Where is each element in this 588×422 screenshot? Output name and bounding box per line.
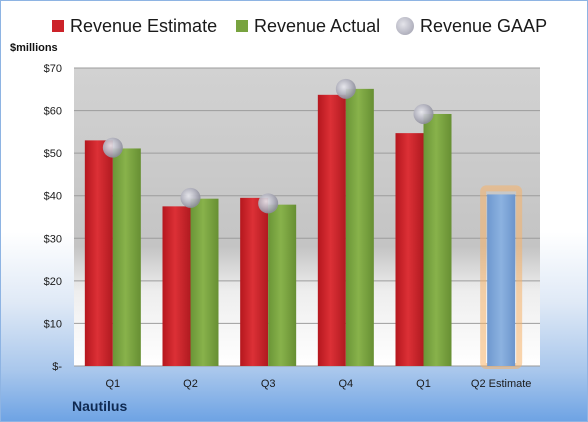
x-tick-label: Q1 xyxy=(105,378,120,390)
y-tick-label: $20 xyxy=(44,276,62,288)
x-tick-label: Q2 Estimate xyxy=(471,378,532,390)
x-axis-ticks: Q1 Q2 Q3 Q4 Q1 Q2 Estimate xyxy=(105,378,531,390)
bar-revenue-estimate xyxy=(84,140,113,366)
x-tick-label: Q2 xyxy=(183,378,198,390)
plot-area xyxy=(74,68,540,366)
bar-q2-estimate xyxy=(487,194,516,366)
company-name: Nautilus xyxy=(72,398,128,414)
legend-label-estimate: Revenue Estimate xyxy=(70,15,218,36)
unit-label: $millions xyxy=(10,42,58,54)
bar-revenue-estimate xyxy=(240,197,269,366)
legend-label-gaap: Revenue GAAP xyxy=(420,15,548,36)
x-tick-label: Q4 xyxy=(338,378,353,390)
y-tick-label: $70 xyxy=(44,63,62,75)
y-tick-label: $30 xyxy=(44,233,62,245)
y-tick-label: $40 xyxy=(44,191,62,203)
legend-item-actual: Revenue Actual xyxy=(236,14,380,38)
y-tick-label: $- xyxy=(52,361,62,373)
y-tick-label: $10 xyxy=(44,318,62,330)
legend-item-estimate: Revenue Estimate xyxy=(52,14,217,38)
gaap-markers xyxy=(102,78,434,214)
bar-revenue-actual xyxy=(190,198,219,366)
legend-marker-gaap xyxy=(396,17,414,35)
x-tick-label: Q1 xyxy=(416,378,431,390)
marker-revenue-gaap xyxy=(335,78,356,99)
bar-revenue-actual xyxy=(268,204,297,366)
marker-revenue-gaap xyxy=(413,103,434,124)
legend-swatch-actual xyxy=(236,20,248,32)
y-axis-ticks: $- $10 $20 $30 $40 $50 $60 $70 xyxy=(44,63,63,373)
bars xyxy=(84,88,523,369)
bar-revenue-estimate xyxy=(395,133,424,366)
marker-revenue-gaap xyxy=(180,187,201,208)
legend: Revenue Estimate Revenue Actual Revenue … xyxy=(0,14,588,38)
marker-revenue-gaap xyxy=(102,137,123,158)
legend-swatch-estimate xyxy=(52,20,64,32)
legend-item-gaap: Revenue GAAP xyxy=(396,14,547,38)
marker-revenue-gaap xyxy=(258,193,279,214)
y-tick-label: $60 xyxy=(44,106,62,118)
bar-revenue-actual xyxy=(112,148,141,366)
bar-revenue-actual xyxy=(423,113,452,366)
bar-revenue-actual xyxy=(345,88,374,367)
legend-label-actual: Revenue Actual xyxy=(254,15,381,36)
bar-revenue-estimate xyxy=(162,206,191,366)
bar-revenue-estimate xyxy=(317,94,346,366)
x-tick-label: Q3 xyxy=(261,378,276,390)
gridlines xyxy=(74,67,540,367)
y-tick-label: $50 xyxy=(44,148,62,160)
